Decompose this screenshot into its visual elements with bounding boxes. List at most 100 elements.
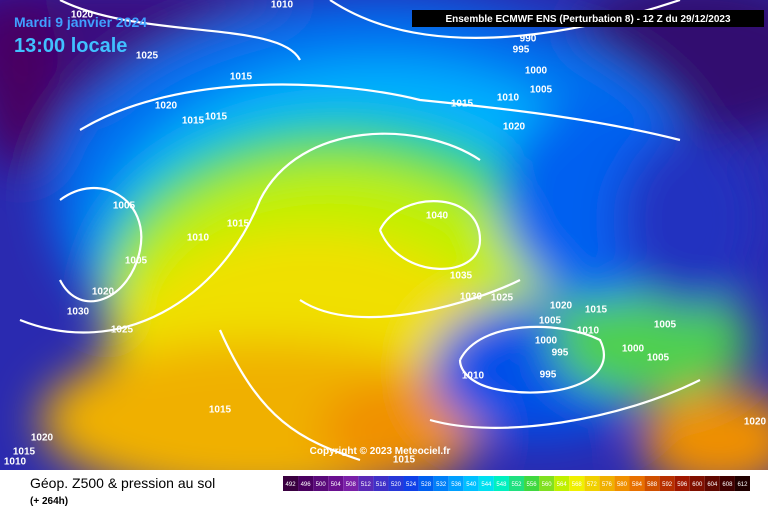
isobar-label: 1015: [209, 405, 232, 416]
colorbar-label: 548: [496, 482, 507, 488]
colorbar-swatch: [614, 476, 630, 491]
isobar-label: 1020: [550, 301, 573, 312]
colorbar-label: 512: [361, 482, 372, 488]
colorbar-swatch: [478, 476, 494, 491]
isobar-label: 1015: [393, 455, 416, 466]
colorbar-label: 584: [632, 482, 643, 488]
isobar-label: 990: [520, 34, 537, 45]
isobar-label: 1005: [654, 320, 677, 331]
colorbar-label: 576: [602, 482, 613, 488]
colorbar-swatch: [403, 476, 419, 491]
colorbar-swatch: [388, 476, 404, 491]
colorbar-label: 564: [557, 482, 568, 488]
isobar-label: 1005: [539, 316, 562, 327]
colorbar-swatch: [448, 476, 464, 491]
colorbar-swatch: [418, 476, 434, 491]
colorbar-label: 532: [436, 482, 447, 488]
model-box: [412, 10, 764, 27]
isobar-label: 1010: [4, 457, 27, 468]
colorbar-swatch: [493, 476, 509, 491]
time: 13:00 locale: [14, 35, 127, 57]
colorbar-swatch: [569, 476, 585, 491]
colorbar-swatch: [508, 476, 525, 491]
colorbar-label: 612: [737, 482, 748, 488]
colorbar-label: 600: [692, 482, 703, 488]
colorbar-swatch: [298, 476, 314, 491]
colorbar-swatch: [584, 476, 600, 491]
colorbar-swatch: [674, 476, 690, 491]
model: Ensemble ECMWF ENS (Perturbation 8) - 12…: [445, 14, 731, 25]
isobar-label: 1010: [462, 371, 485, 382]
colorbar-label: 504: [331, 482, 342, 488]
colorbar-swatch: [433, 476, 449, 491]
footer-title: Géop. Z500 & pression au sol: [30, 475, 215, 491]
colorbar-swatch: [283, 476, 299, 491]
colorbar-swatch: [629, 476, 645, 491]
isobar-label: 1025: [111, 325, 134, 336]
lead-time: (+ 264h): [30, 496, 68, 507]
colorbar-swatch: [328, 476, 344, 491]
colorbar-label: 580: [617, 482, 628, 488]
colorbar-label: 596: [677, 482, 688, 488]
isobar-label: 1005: [125, 256, 148, 267]
colorbar-label: 560: [542, 482, 553, 488]
isobar-label: 1005: [113, 201, 136, 212]
isobar-label: 1005: [647, 353, 670, 364]
colorbar-swatch: [539, 476, 555, 491]
isobar-label: 1030: [67, 307, 90, 318]
colorbar-label: 524: [406, 482, 417, 488]
colorbar-label: 508: [346, 482, 357, 488]
colorbar-swatch: [599, 476, 615, 491]
colorbar-label: 544: [481, 482, 492, 488]
colorbar-label: 540: [466, 482, 477, 488]
isobar-label: 1020: [503, 122, 526, 133]
isobar-label: 1000: [525, 66, 548, 77]
isobar-label: 1020: [71, 10, 94, 21]
copyright: Copyright © 2023 Meteociel.fr: [310, 446, 451, 457]
colorbar-swatch: [373, 476, 389, 491]
isobar-label: 1025: [491, 293, 514, 304]
colorbar-label: 496: [301, 482, 312, 488]
colorbar-swatch: [554, 476, 570, 491]
isobar-label: 1015: [230, 72, 253, 83]
isobar-label: 1015: [451, 99, 474, 110]
isobar-label: 1010: [497, 93, 520, 104]
isobar-label: 1010: [271, 0, 294, 11]
isobar-label: 1010: [577, 326, 600, 337]
colorbar-swatch: [704, 476, 720, 491]
colorbar-label: 552: [511, 482, 522, 488]
isobar-label: 1030: [460, 292, 483, 303]
isobar-label: 1015: [205, 112, 228, 123]
isobars: [19, 0, 701, 462]
isobar-label: 1020: [92, 287, 115, 298]
colorbar-label: 492: [286, 482, 297, 488]
isobar-label: 1040: [426, 211, 449, 222]
colorbar-swatch: [659, 476, 675, 491]
colorbar-swatch: [689, 476, 705, 491]
colorbar-label: 516: [376, 482, 387, 488]
isobar-label: 1015: [227, 219, 250, 230]
colorbar-label: 572: [587, 482, 598, 488]
colorbar-label: 556: [527, 482, 538, 488]
isobar-label: 1020: [744, 417, 767, 428]
isobar-label: 1035: [450, 271, 473, 282]
colorbar-label: 588: [647, 482, 658, 488]
colorbar-swatch: [734, 476, 750, 491]
isobar-label: 1025: [136, 51, 159, 62]
isobar-label: 1015: [13, 447, 36, 458]
colorbar-swatch: [644, 476, 660, 491]
colorbar-label: 520: [391, 482, 402, 488]
isobar-label: 1020: [155, 101, 178, 112]
colorbar-swatch: [343, 476, 359, 491]
isobar-label: 1000: [622, 344, 645, 355]
colorbar-label: 536: [451, 482, 462, 488]
isobar-label: 995: [513, 45, 530, 56]
date: Mardi 9 janvier 2024: [14, 14, 147, 30]
colorbar-swatch: [358, 476, 374, 491]
colorbar-label: 592: [662, 482, 673, 488]
colorbar-label: 604: [707, 482, 718, 488]
colorbar-label: 608: [722, 482, 733, 488]
isobar-label: 1000: [535, 336, 558, 347]
isobar-label: 1010: [187, 233, 210, 244]
